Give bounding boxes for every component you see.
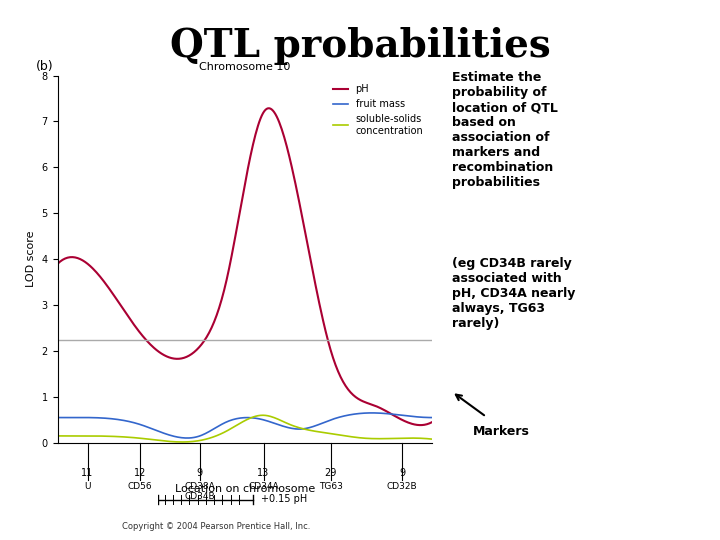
Title: Chromosome 10: Chromosome 10 xyxy=(199,62,290,72)
Text: (eg CD34B rarely
associated with
pH, CD34A nearly
always, TG63
rarely): (eg CD34B rarely associated with pH, CD3… xyxy=(451,257,575,330)
X-axis label: Location on chromosome: Location on chromosome xyxy=(175,484,315,495)
Text: Markers: Markers xyxy=(473,426,530,438)
Text: 13: 13 xyxy=(257,468,270,478)
Y-axis label: LOD score: LOD score xyxy=(26,231,36,287)
Text: CD34A: CD34A xyxy=(248,482,279,491)
Text: CD56: CD56 xyxy=(127,482,153,491)
Text: CD32B: CD32B xyxy=(387,482,418,491)
Text: QTL probabilities: QTL probabilities xyxy=(170,27,550,65)
Text: 29: 29 xyxy=(325,468,337,478)
Legend: pH, fruit mass, soluble-solids
concentration: pH, fruit mass, soluble-solids concentra… xyxy=(329,80,427,139)
Text: U: U xyxy=(84,482,91,491)
Text: Copyright © 2004 Pearson Prentice Hall, Inc.: Copyright © 2004 Pearson Prentice Hall, … xyxy=(122,522,310,531)
Text: 11: 11 xyxy=(81,468,94,478)
Text: +0.15 pH: +0.15 pH xyxy=(261,495,307,504)
Text: Estimate the
probability of
location of QTL
based on
association of
markers and
: Estimate the probability of location of … xyxy=(451,71,557,190)
Text: 9: 9 xyxy=(197,468,203,478)
Text: (b): (b) xyxy=(36,60,53,73)
Text: 9: 9 xyxy=(399,468,405,478)
Text: TG63: TG63 xyxy=(319,482,343,491)
Text: 12: 12 xyxy=(134,468,146,478)
Text: CD38A
CD34B: CD38A CD34B xyxy=(184,482,215,501)
